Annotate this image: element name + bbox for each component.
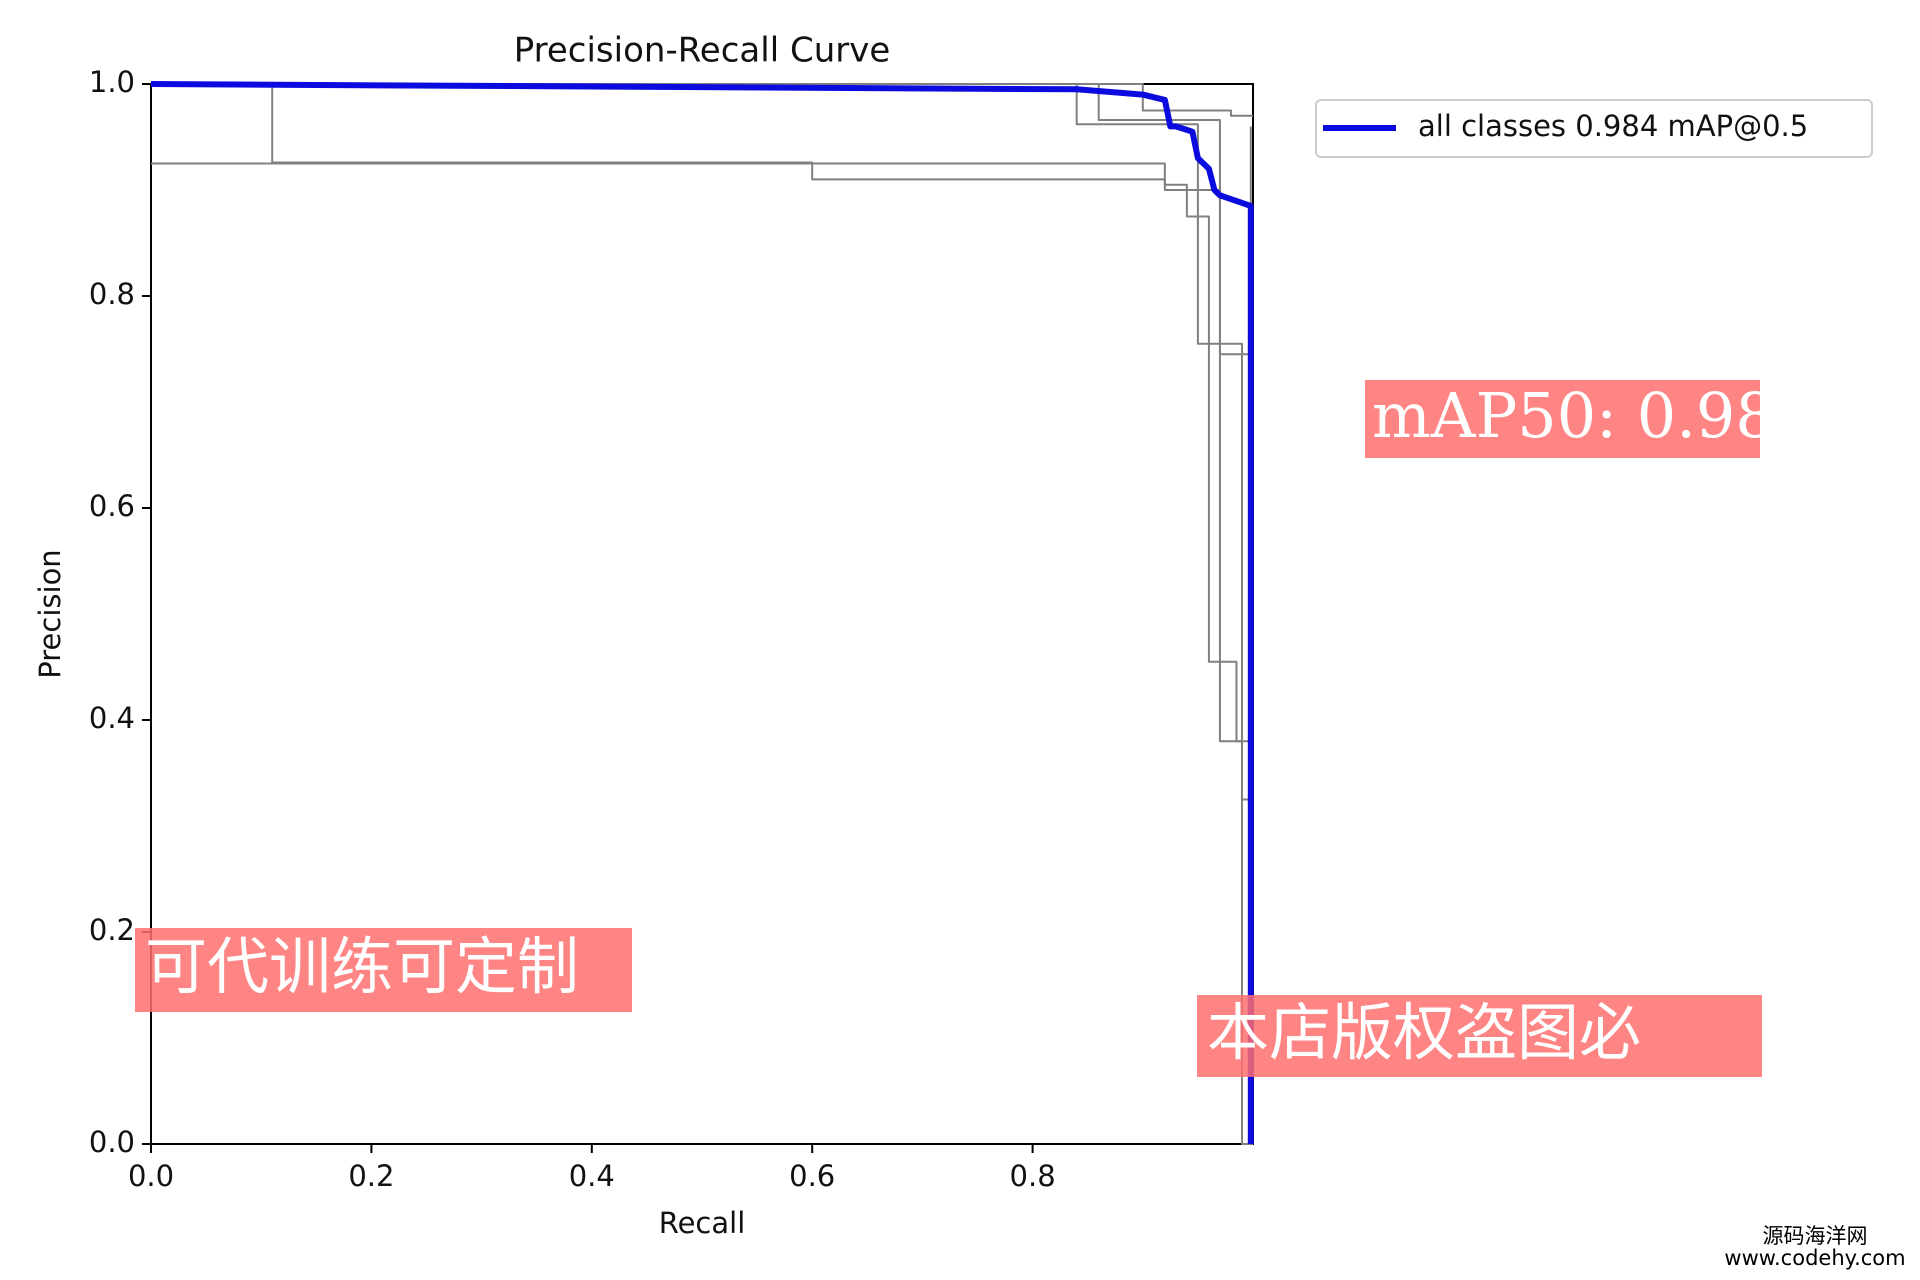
site-name: 源码海洋网 bbox=[1763, 1224, 1868, 1248]
y-tick-label: 1.0 bbox=[89, 65, 135, 99]
y-tick-label: 0.4 bbox=[89, 701, 135, 735]
x-tick-label: 0.6 bbox=[789, 1159, 835, 1193]
y-tick-label: 0.8 bbox=[89, 277, 135, 311]
site-url: www.codehy.com bbox=[1724, 1246, 1905, 1270]
y-tick-label: 0.2 bbox=[89, 913, 135, 947]
y-tick-label: 0.6 bbox=[89, 489, 135, 523]
watermark-box bbox=[1365, 380, 1760, 458]
pr-curve-class bbox=[151, 83, 1253, 117]
pr-curve-all bbox=[150, 81, 1254, 1144]
x-axis-label: Recall bbox=[659, 1206, 746, 1240]
legend-label: all classes 0.984 mAP@0.5 bbox=[1418, 109, 1808, 143]
watermark: 本店版权盗图必 bbox=[1207, 996, 1641, 1069]
x-tick-label: 0.8 bbox=[1010, 1159, 1056, 1193]
y-axis-label: Precision bbox=[33, 549, 67, 678]
chart-title: Precision-Recall Curve bbox=[514, 31, 891, 71]
watermark-box bbox=[1197, 995, 1762, 1077]
y-tick-label: 0.0 bbox=[89, 1125, 135, 1159]
watermark: mAP50: 0.98 bbox=[1372, 379, 1775, 452]
x-tick-label: 0.4 bbox=[569, 1159, 615, 1193]
pr-curve-class bbox=[151, 83, 1253, 743]
watermark-box bbox=[135, 928, 632, 1012]
x-tick-label: 0.2 bbox=[348, 1159, 394, 1193]
x-tick-label: 0.0 bbox=[128, 1159, 174, 1193]
pr-curve-class bbox=[151, 162, 1253, 801]
plot bbox=[142, 81, 1254, 1153]
legend-entries: all classes 0.984 mAP@0.5 bbox=[1323, 109, 1808, 143]
legend bbox=[1315, 99, 1873, 158]
watermark: 可代训练可定制 bbox=[145, 930, 579, 1003]
